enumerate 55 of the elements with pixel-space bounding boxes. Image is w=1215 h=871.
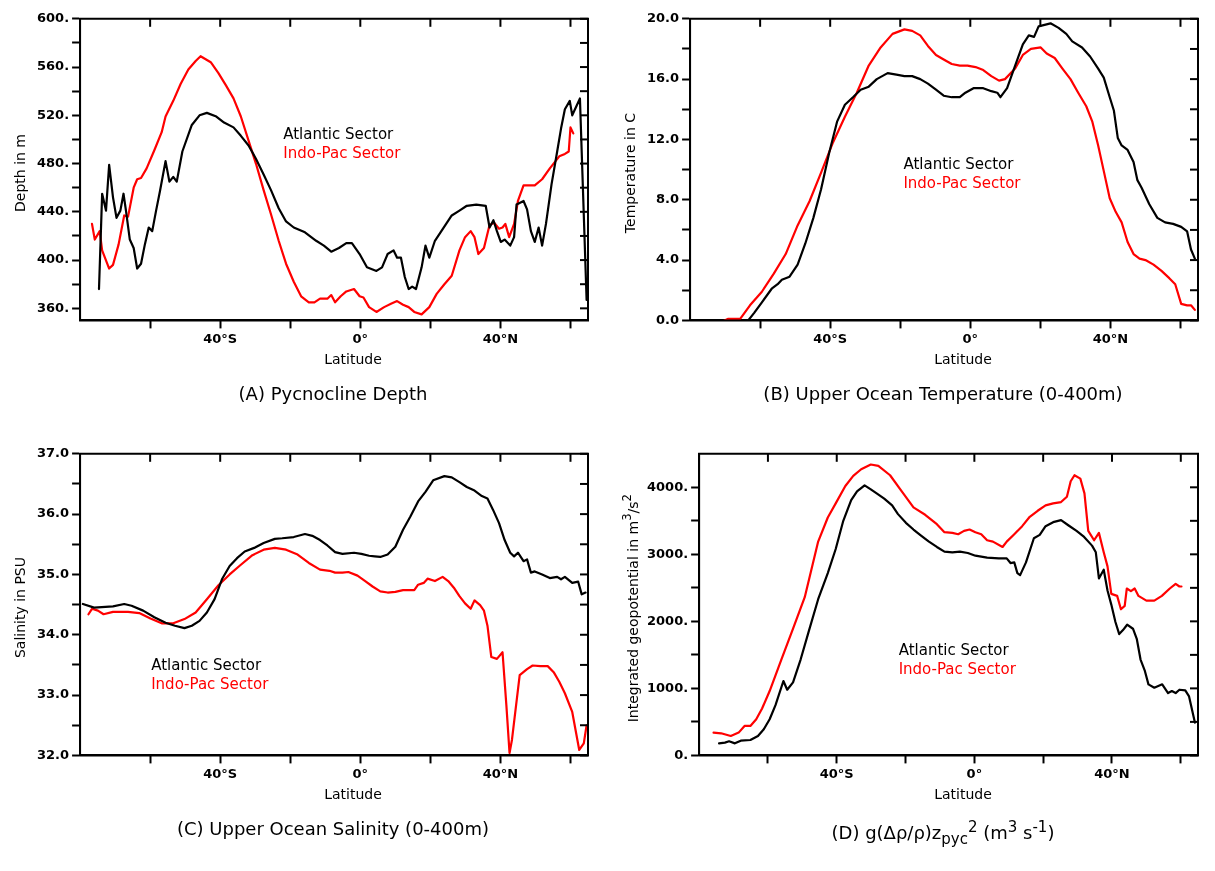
x-tick-label: 40°S bbox=[813, 330, 848, 346]
text: Atlantic Sector bbox=[903, 154, 1015, 173]
x-tick-label: 0° bbox=[352, 765, 369, 781]
text: Indo-Pac Sector bbox=[903, 173, 1022, 192]
x-tick-label: 40°N bbox=[1092, 330, 1129, 346]
y-tick-label: 440. bbox=[37, 203, 70, 219]
x-axis-title: Latitude bbox=[323, 786, 383, 802]
x-tick-label: 0° bbox=[352, 330, 369, 346]
x-tick-label: 40°S bbox=[203, 330, 238, 346]
y-axis-title: Depth in m bbox=[12, 134, 28, 212]
text: Atlantic Sector bbox=[283, 124, 395, 143]
y-tick-label: 480. bbox=[37, 154, 70, 170]
y-tick-label: 520. bbox=[37, 106, 70, 122]
y-tick-label: 37.0 bbox=[37, 445, 70, 461]
x-tick-label: 40°N bbox=[1094, 765, 1130, 781]
x-tick-label: 40°S bbox=[203, 765, 238, 781]
y-tick-label: 16.0 bbox=[647, 70, 680, 86]
y-tick-label: 3000. bbox=[647, 545, 689, 561]
y-tick-label: 600. bbox=[37, 10, 70, 26]
x-axis-title: Latitude bbox=[323, 351, 383, 367]
y-tick-label: 2000. bbox=[647, 612, 689, 628]
text: (D) g(Δρ/ρ)z$_{pyc}$$^{2}$ (m$^{3}$ s$^{-1}$) bbox=[830, 818, 1056, 848]
y-tick-label: 360. bbox=[37, 299, 70, 315]
y-tick-label: 0.0 bbox=[656, 311, 680, 327]
x-axis-title: Latitude bbox=[933, 351, 993, 367]
y-tick-label: 34.0 bbox=[37, 626, 70, 642]
x-tick-label: 40°S bbox=[819, 765, 854, 781]
x-tick-label: 40°N bbox=[482, 765, 519, 781]
x-tick-label: 40°N bbox=[482, 330, 519, 346]
x-axis-title: Latitude bbox=[933, 786, 993, 802]
x-tick-label: 0° bbox=[966, 765, 983, 781]
y-tick-label: 4000. bbox=[647, 478, 689, 494]
text: Indo-Pac Sector bbox=[898, 660, 1017, 679]
y-tick-label: 400. bbox=[37, 251, 70, 267]
y-tick-label: 35.0 bbox=[37, 565, 70, 581]
y-tick-label: 33.0 bbox=[37, 686, 70, 702]
series-label: Indo-Pac Sector bbox=[283, 143, 402, 162]
y-axis-title: Salinity in PSU bbox=[12, 557, 28, 659]
text: (A) Pycnocline Depth bbox=[237, 383, 429, 404]
y-tick-label: 560. bbox=[37, 58, 70, 74]
y-axis-title: Temperature in C bbox=[622, 112, 638, 234]
y-tick-label: 32.0 bbox=[37, 746, 70, 762]
y-tick-label: 36.0 bbox=[37, 505, 70, 521]
text: Indo-Pac Sector bbox=[151, 675, 270, 694]
y-tick-label: 4.0 bbox=[656, 251, 680, 267]
y-tick-label: 20.0 bbox=[647, 10, 680, 26]
text: Atlantic Sector bbox=[898, 641, 1010, 660]
y-tick-label: 12.0 bbox=[647, 130, 680, 146]
text: (B) Upper Ocean Temperature (0-400m) bbox=[762, 383, 1124, 404]
text: Atlantic Sector bbox=[151, 656, 263, 675]
y-tick-label: 8.0 bbox=[656, 191, 680, 207]
x-tick-label: 0° bbox=[962, 330, 979, 346]
y-tick-label: 1000. bbox=[647, 679, 689, 695]
y-tick-label: 0. bbox=[674, 746, 689, 762]
text: (C) Upper Ocean Salinity (0-400m) bbox=[175, 818, 490, 839]
